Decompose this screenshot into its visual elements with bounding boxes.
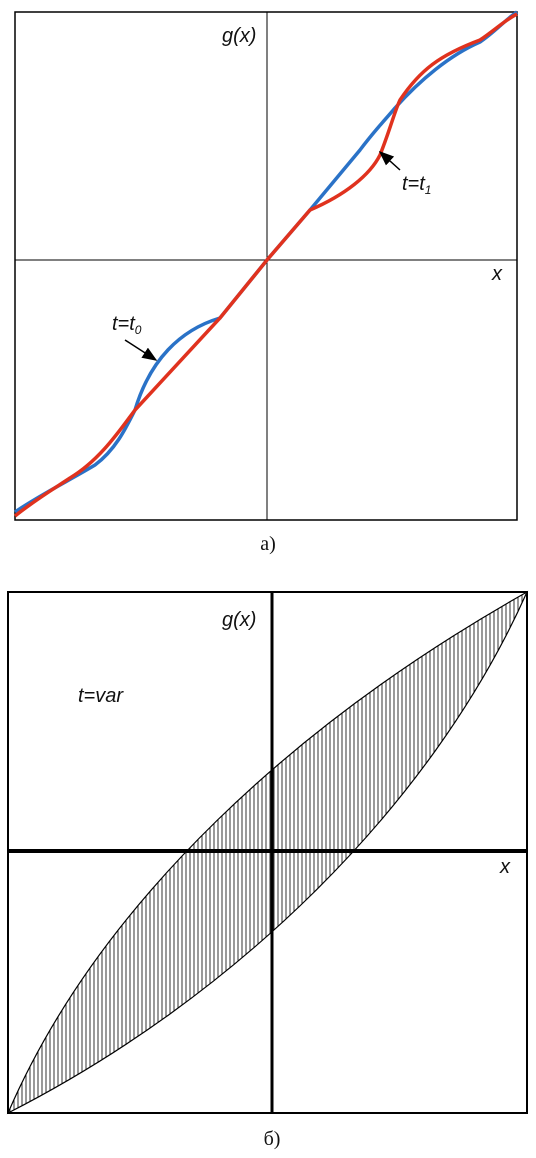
- t1-text: t=t: [402, 173, 426, 195]
- t0-label: t=t0: [112, 313, 142, 337]
- x-axis-label: x: [499, 856, 511, 878]
- y-axis-label: g(x): [222, 609, 256, 631]
- x-axis-label: x: [491, 263, 503, 285]
- caption: б): [264, 1128, 281, 1150]
- panel-a: g(x) x t=t0 t=t1 а): [13, 10, 518, 555]
- t0-sub: 0: [135, 323, 142, 337]
- t1-label: t=t1: [402, 173, 431, 197]
- frame: [14, 11, 518, 521]
- envelope: [6, 590, 529, 1115]
- t0-text: t=t: [112, 313, 136, 335]
- t1-arrow: [378, 150, 401, 171]
- t1-sub: 1: [425, 183, 432, 197]
- curve-t1: [13, 12, 518, 518]
- t0-arrow: [124, 339, 158, 361]
- panel-b: g(x) x t=var б): [6, 590, 529, 1150]
- caption: а): [260, 533, 276, 555]
- annotation: t=var: [78, 685, 124, 707]
- y-axis-label: g(x): [222, 25, 256, 47]
